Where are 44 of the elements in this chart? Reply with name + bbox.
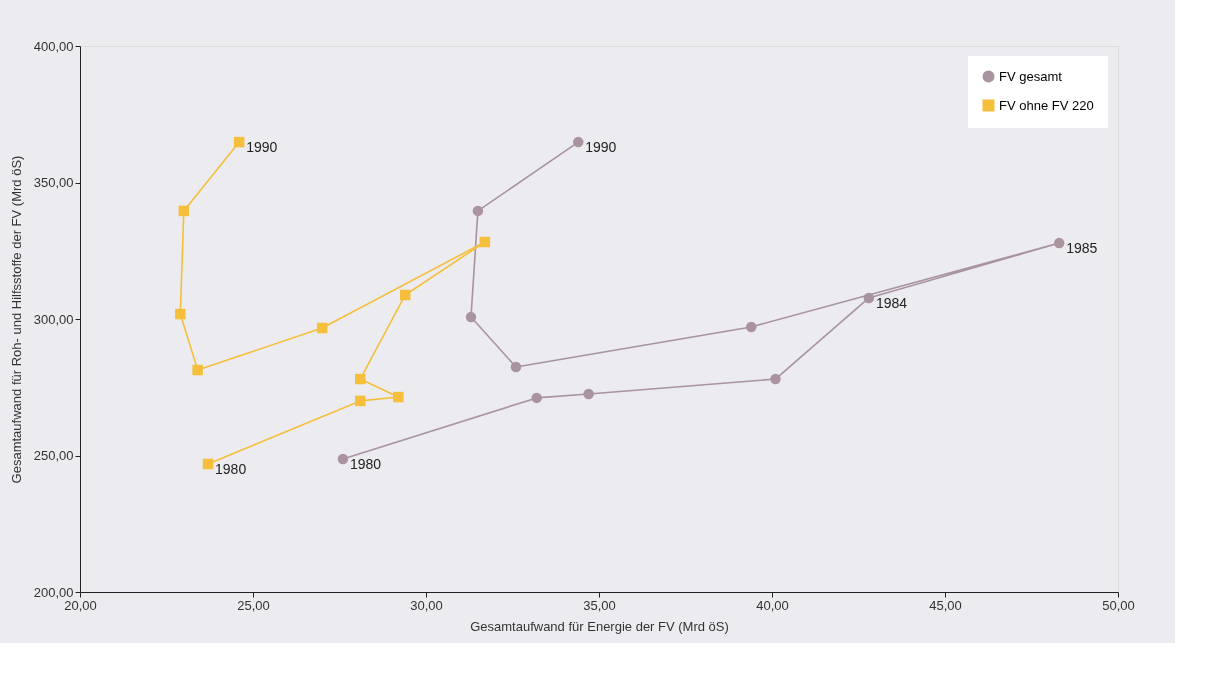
y-tick-label: 200,00: [33, 584, 74, 600]
y-tick-label: 300,00: [33, 311, 74, 327]
point: [472, 205, 484, 217]
point: [531, 392, 542, 404]
point: [583, 388, 594, 400]
point: [192, 364, 203, 376]
x-tick-label: 40,00: [756, 597, 789, 613]
point: [316, 322, 328, 334]
annotation: 1990: [246, 139, 278, 156]
x-tick-label: 35,00: [583, 597, 616, 613]
x-axis-title: Gesamtaufwand für Energie der FV (Mrd öS): [470, 618, 729, 634]
point: [175, 308, 186, 320]
y-tick-label: 350,00: [33, 175, 74, 190]
point: [393, 391, 404, 403]
point: [400, 289, 411, 301]
point: [202, 458, 214, 470]
legend-label: FV ohne FV 220: [999, 97, 1094, 113]
x-tick-label: 30,00: [410, 597, 443, 613]
point: [746, 321, 757, 333]
x-tick-label: 45,00: [929, 597, 962, 613]
x-tick-label: 50,00: [1102, 597, 1135, 613]
annotation: 1990: [585, 139, 617, 156]
point: [863, 292, 875, 304]
annotation: 1984: [875, 294, 908, 311]
annotation: 1980: [349, 456, 382, 473]
point: [573, 136, 584, 148]
point: [1053, 237, 1065, 249]
point: [465, 311, 477, 323]
annotation: 1985: [1066, 240, 1098, 257]
annotation: 1980: [215, 460, 247, 477]
point: [479, 236, 491, 248]
y-axis-title: Gesamtaufwand für Roh- und Hilfsstoffe der FV (Mrd öS): [8, 155, 24, 484]
point: [355, 395, 366, 407]
y-tick-label: 400,00: [33, 38, 74, 54]
y-tick-label: 250,00: [33, 448, 74, 463]
legend-label: FV gesamt: [999, 68, 1063, 84]
point: [355, 373, 366, 385]
point: [337, 453, 349, 465]
point: [770, 373, 781, 385]
point: [510, 361, 522, 373]
point: [178, 205, 190, 217]
point: [233, 136, 245, 148]
x-tick-label: 20,00: [64, 597, 97, 613]
x-tick-label: 25,00: [237, 597, 270, 613]
